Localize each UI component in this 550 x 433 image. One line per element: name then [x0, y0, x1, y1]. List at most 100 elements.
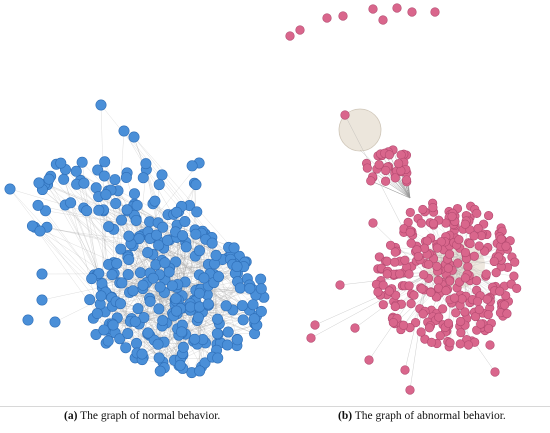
abnormal-node [413, 251, 423, 262]
normal-node [177, 230, 189, 242]
normal-node [142, 246, 154, 258]
abnormal-node [443, 263, 453, 273]
abnormal-node [433, 275, 443, 285]
normal-node [180, 241, 192, 253]
normal-node [234, 282, 246, 294]
normal-node [248, 313, 260, 325]
normal-node [84, 294, 96, 306]
normal-node [154, 281, 166, 293]
abnormal-node [373, 287, 383, 297]
abnormal-node [406, 299, 416, 309]
edge [50, 176, 147, 283]
normal-node [26, 220, 38, 232]
normal-node [128, 131, 140, 143]
edge [116, 263, 183, 369]
normal-graph-canvas [4, 99, 270, 379]
normal-node [171, 206, 183, 218]
normal-node [192, 311, 204, 323]
abnormal-node [384, 286, 394, 296]
normal-node [137, 172, 149, 184]
abnormal-node [460, 273, 470, 283]
normal-node [190, 179, 202, 191]
edge [34, 227, 117, 264]
normal-node [255, 283, 267, 295]
normal-node [153, 179, 165, 191]
normal-node [70, 165, 82, 177]
abnormal-node [428, 219, 439, 229]
normal-node [210, 249, 222, 261]
abnormal-node [368, 4, 378, 14]
abnormal-node [435, 331, 445, 341]
abnormal-node [489, 256, 499, 267]
normal-node [176, 326, 188, 338]
abnormal-node [388, 317, 398, 328]
edge [34, 227, 120, 283]
normal-node [211, 328, 223, 340]
abnormal-node [499, 300, 510, 310]
abnormal-node [469, 231, 479, 241]
normal-node [91, 308, 103, 320]
normal-node [255, 273, 267, 285]
abnormal-node [398, 320, 409, 330]
normal-node [193, 287, 205, 299]
normal-node [111, 257, 123, 269]
normal-node [49, 316, 61, 328]
normal-node [100, 189, 112, 201]
normal-node [144, 295, 156, 307]
abnormal-node [374, 252, 384, 262]
edge [60, 162, 235, 264]
normal-node [130, 214, 142, 226]
normal-node [131, 337, 143, 349]
normal-node [131, 199, 143, 211]
abnormal-node [432, 261, 442, 271]
abnormal-node [465, 238, 475, 249]
abnormal-node [391, 290, 401, 300]
abnormal-node [471, 276, 482, 286]
normal-node [115, 298, 127, 310]
normal-node [32, 199, 44, 211]
abnormal-node [310, 320, 320, 330]
abnormal-node [451, 308, 461, 318]
normal-node [140, 158, 152, 170]
normal-node [231, 261, 243, 273]
abnormal-node [366, 176, 376, 186]
abnormal-node [449, 293, 460, 303]
abnormal-node [395, 269, 405, 279]
abnormal-node [416, 218, 426, 228]
abnormal-node [405, 227, 415, 237]
normal-node [237, 314, 249, 326]
abnormal-node [472, 296, 483, 307]
abnormal-node [455, 316, 466, 327]
edge [111, 242, 186, 275]
abnormal-node [403, 217, 413, 227]
abnormal-node [419, 270, 429, 280]
abnormal-node [404, 281, 414, 291]
edge [189, 184, 197, 304]
normal-node [110, 197, 122, 209]
normal-node [222, 326, 234, 338]
normal-node [221, 339, 233, 351]
abnormal-node [496, 234, 506, 244]
abnormal-node [441, 286, 451, 296]
normal-node [133, 233, 145, 245]
abnormal-node [444, 249, 455, 259]
abnormal-graph-nodes [285, 3, 522, 395]
abnormal-node [481, 269, 491, 279]
normal-node [121, 204, 133, 216]
abnormal-node [463, 262, 473, 272]
abnormal-node [385, 240, 396, 250]
abnormal-node [409, 290, 419, 300]
abnormal-node [405, 385, 415, 395]
abnormal-node [406, 238, 416, 248]
abnormal-node [510, 257, 520, 267]
caption-b-tag: (b) [338, 410, 353, 422]
normal-node [199, 357, 211, 369]
abnormal-node [426, 337, 437, 347]
abnormal-node [322, 13, 332, 23]
normal-node [179, 215, 191, 227]
abnormal-node [382, 256, 392, 266]
normal-node [128, 188, 140, 200]
abnormal-node [400, 255, 410, 265]
abnormal-node [460, 307, 470, 317]
normal-node [228, 242, 240, 254]
